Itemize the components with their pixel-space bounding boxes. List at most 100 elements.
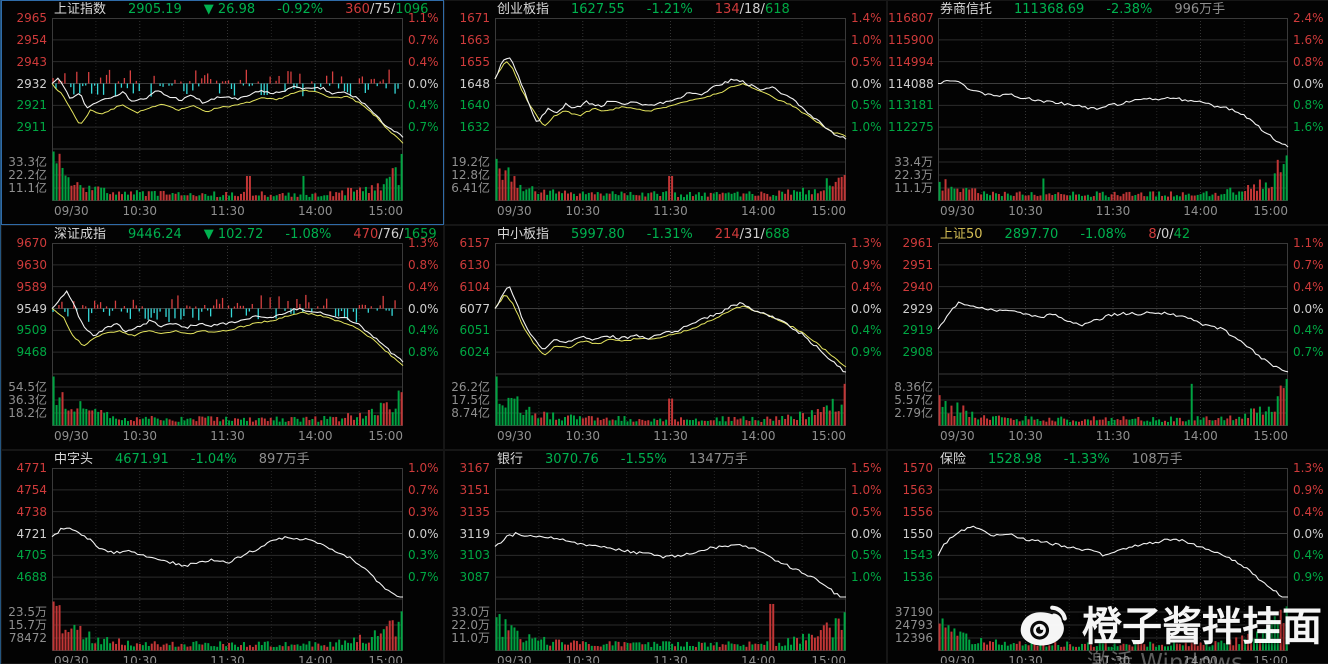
pct-axis-label: 1.6%: [1293, 120, 1324, 135]
price-axis-label: 3103: [459, 548, 490, 563]
price-axis-label: 115900: [888, 32, 934, 47]
count-flat: 18: [744, 2, 761, 17]
intraday-plot[interactable]: [445, 243, 886, 449]
watermark-text: 橙子酱拌挂面: [1082, 604, 1322, 650]
intraday-plot[interactable]: [2, 468, 443, 663]
vol-axis-label: 37190: [894, 605, 933, 619]
panel-last-value: 5997.80: [571, 227, 625, 242]
pct-axis-label: 1.0%: [408, 461, 439, 475]
vol-axis-label: 24793: [894, 618, 933, 632]
pct-axis-label: 1.0%: [851, 32, 882, 47]
price-axis-label: 1570: [902, 461, 933, 475]
pct-axis-label: 0.4%: [408, 323, 439, 338]
pct-axis-label: 1.0%: [851, 570, 882, 585]
chart-panel-7[interactable]: 中字头 4671.91 -1.04% 897万手 4771 4754 4738 4721 470…: [1, 450, 444, 664]
time-axis-label: 11:30: [210, 204, 245, 218]
price-axis-label: 1648: [459, 76, 490, 91]
pct-axis-label: 0.0%: [851, 76, 882, 91]
time-axis-label: 11:30: [210, 654, 245, 664]
price-axis-label: 1671: [459, 11, 490, 25]
chart-panel-9[interactable]: 保险 1528.98 -1.33% 108万手 1570 1563 1556 1550 1543…: [887, 450, 1328, 664]
count-flat: 0: [1160, 227, 1170, 242]
time-axis-label: 09/30: [54, 654, 89, 664]
intraday-plot[interactable]: [445, 468, 886, 663]
panel-last-value: 3070.76: [545, 452, 599, 467]
vol-axis-label: 22.2亿: [8, 168, 47, 182]
pct-axis-label: 0.8%: [1293, 54, 1324, 69]
count-up: 214: [714, 227, 740, 242]
panel-last-value: 111368.69: [1014, 2, 1085, 17]
pct-axis-label: 0.0%: [851, 301, 882, 316]
count-up: 8: [1148, 227, 1157, 242]
pct-axis-label: 1.3%: [408, 236, 439, 250]
count-down: 618: [764, 2, 790, 17]
time-axis-label: 15:00: [1253, 429, 1288, 443]
time-axis-label: 10:30: [565, 429, 601, 443]
time-axis-label: 10:30: [122, 654, 158, 664]
time-axis-label: 11:30: [653, 204, 688, 218]
time-axis-label: 10:30: [1008, 429, 1043, 443]
price-axis-label: 1563: [902, 482, 933, 497]
pct-axis-label: 1.0%: [851, 120, 882, 135]
pct-axis-label: 0.0%: [1293, 301, 1324, 316]
price-axis-label: 2965: [16, 11, 47, 25]
price-axis-label: 1556: [902, 504, 933, 519]
chart-panel-2[interactable]: 创业板指 1627.55 -1.21% 134/18/618 1671 1663 1655 1…: [444, 0, 887, 225]
time-axis-label: 09/30: [54, 429, 89, 443]
pct-axis-label: 0.7%: [408, 120, 439, 135]
chart-panel-3[interactable]: 券商信托 111368.69 -2.38% 996万手 116807 115900 1149…: [887, 0, 1328, 225]
intraday-plot[interactable]: [445, 18, 886, 224]
vol-axis-label: 11.0万: [451, 631, 490, 645]
vol-axis-label: 15.7万: [8, 618, 47, 632]
time-axis-label: 10:30: [122, 429, 158, 443]
pct-axis-label: 0.4%: [1293, 548, 1324, 563]
count-slash: /: [739, 2, 744, 17]
pct-axis-label: 0.0%: [408, 301, 439, 316]
vol-axis-label: 18.2亿: [8, 406, 47, 420]
time-axis-label: 10:30: [1008, 654, 1043, 664]
time-axis-label: 11:30: [653, 654, 688, 664]
price-axis-label: 1663: [459, 32, 490, 47]
price-axis-label: 113181: [888, 98, 934, 113]
price-axis-label: 9468: [16, 345, 47, 360]
vol-axis-label: 23.5万: [8, 605, 47, 619]
panel-last-value: 4671.91: [115, 452, 169, 467]
intraday-plot[interactable]: [2, 243, 443, 449]
panel-header: 保险 1528.98 -1.33% 108万手: [940, 452, 1326, 468]
intraday-plot[interactable]: [888, 243, 1328, 449]
weibo-watermark: 橙子酱拌挂面: [1018, 594, 1322, 652]
panel-change-pct: -0.92%: [277, 2, 324, 17]
vol-axis-label: 33.4万: [894, 155, 933, 169]
panel-change-pct: -1.08%: [1080, 227, 1127, 242]
chart-panel-5[interactable]: 中小板指 5997.80 -1.31% 214/31/688 6157 6130 6104 6…: [444, 225, 887, 450]
time-axis-label: 14:00: [1183, 429, 1218, 443]
pct-axis-label: 0.3%: [408, 504, 439, 519]
count-down: 42: [1173, 227, 1191, 242]
vol-axis-label: 8.36亿: [894, 380, 933, 394]
chart-panel-8[interactable]: 银行 3070.76 -1.55% 1347万手 3167 3151 3135 3119 310…: [444, 450, 887, 664]
price-axis-label: 2954: [16, 32, 47, 47]
time-axis-label: 09/30: [497, 204, 532, 218]
count-up: 470: [353, 227, 379, 242]
pct-axis-label: 1.3%: [851, 236, 882, 250]
time-axis-label: 15:00: [368, 654, 403, 664]
chart-panel-4[interactable]: 深证成指 9446.24 ▼ 102.72 -1.08% 470/76/1659 9670…: [1, 225, 444, 450]
count-flat: 31: [744, 227, 761, 242]
time-axis-label: 14:00: [1183, 204, 1218, 218]
intraday-plot[interactable]: [2, 18, 443, 224]
pct-axis-label: 1.3%: [1293, 461, 1324, 475]
chart-panel-1[interactable]: 上证指数 2905.19 ▼ 26.98 -0.92% 360/75/1096 2965 2…: [1, 0, 444, 225]
intraday-plot[interactable]: [888, 468, 1328, 663]
time-axis-label: 14:00: [740, 429, 776, 443]
pct-axis-label: 2.4%: [1293, 11, 1324, 25]
price-axis-label: 9670: [16, 236, 47, 250]
panel-title: 深证成指: [54, 227, 107, 242]
count-slash: /: [1169, 227, 1174, 242]
price-axis-label: 4705: [16, 548, 47, 563]
count-down: 1096: [395, 2, 429, 17]
price-axis-label: 2940: [902, 279, 933, 294]
vol-axis-label: 54.5亿: [8, 380, 47, 394]
intraday-plot[interactable]: [888, 18, 1328, 224]
panel-header: 上证指数 2905.19 ▼ 26.98 -0.92% 360/75/1096: [54, 2, 441, 18]
chart-panel-6[interactable]: 上证50 2897.70 -1.08% 8/0/42 2961 2951 2940 2929 2…: [887, 225, 1328, 450]
